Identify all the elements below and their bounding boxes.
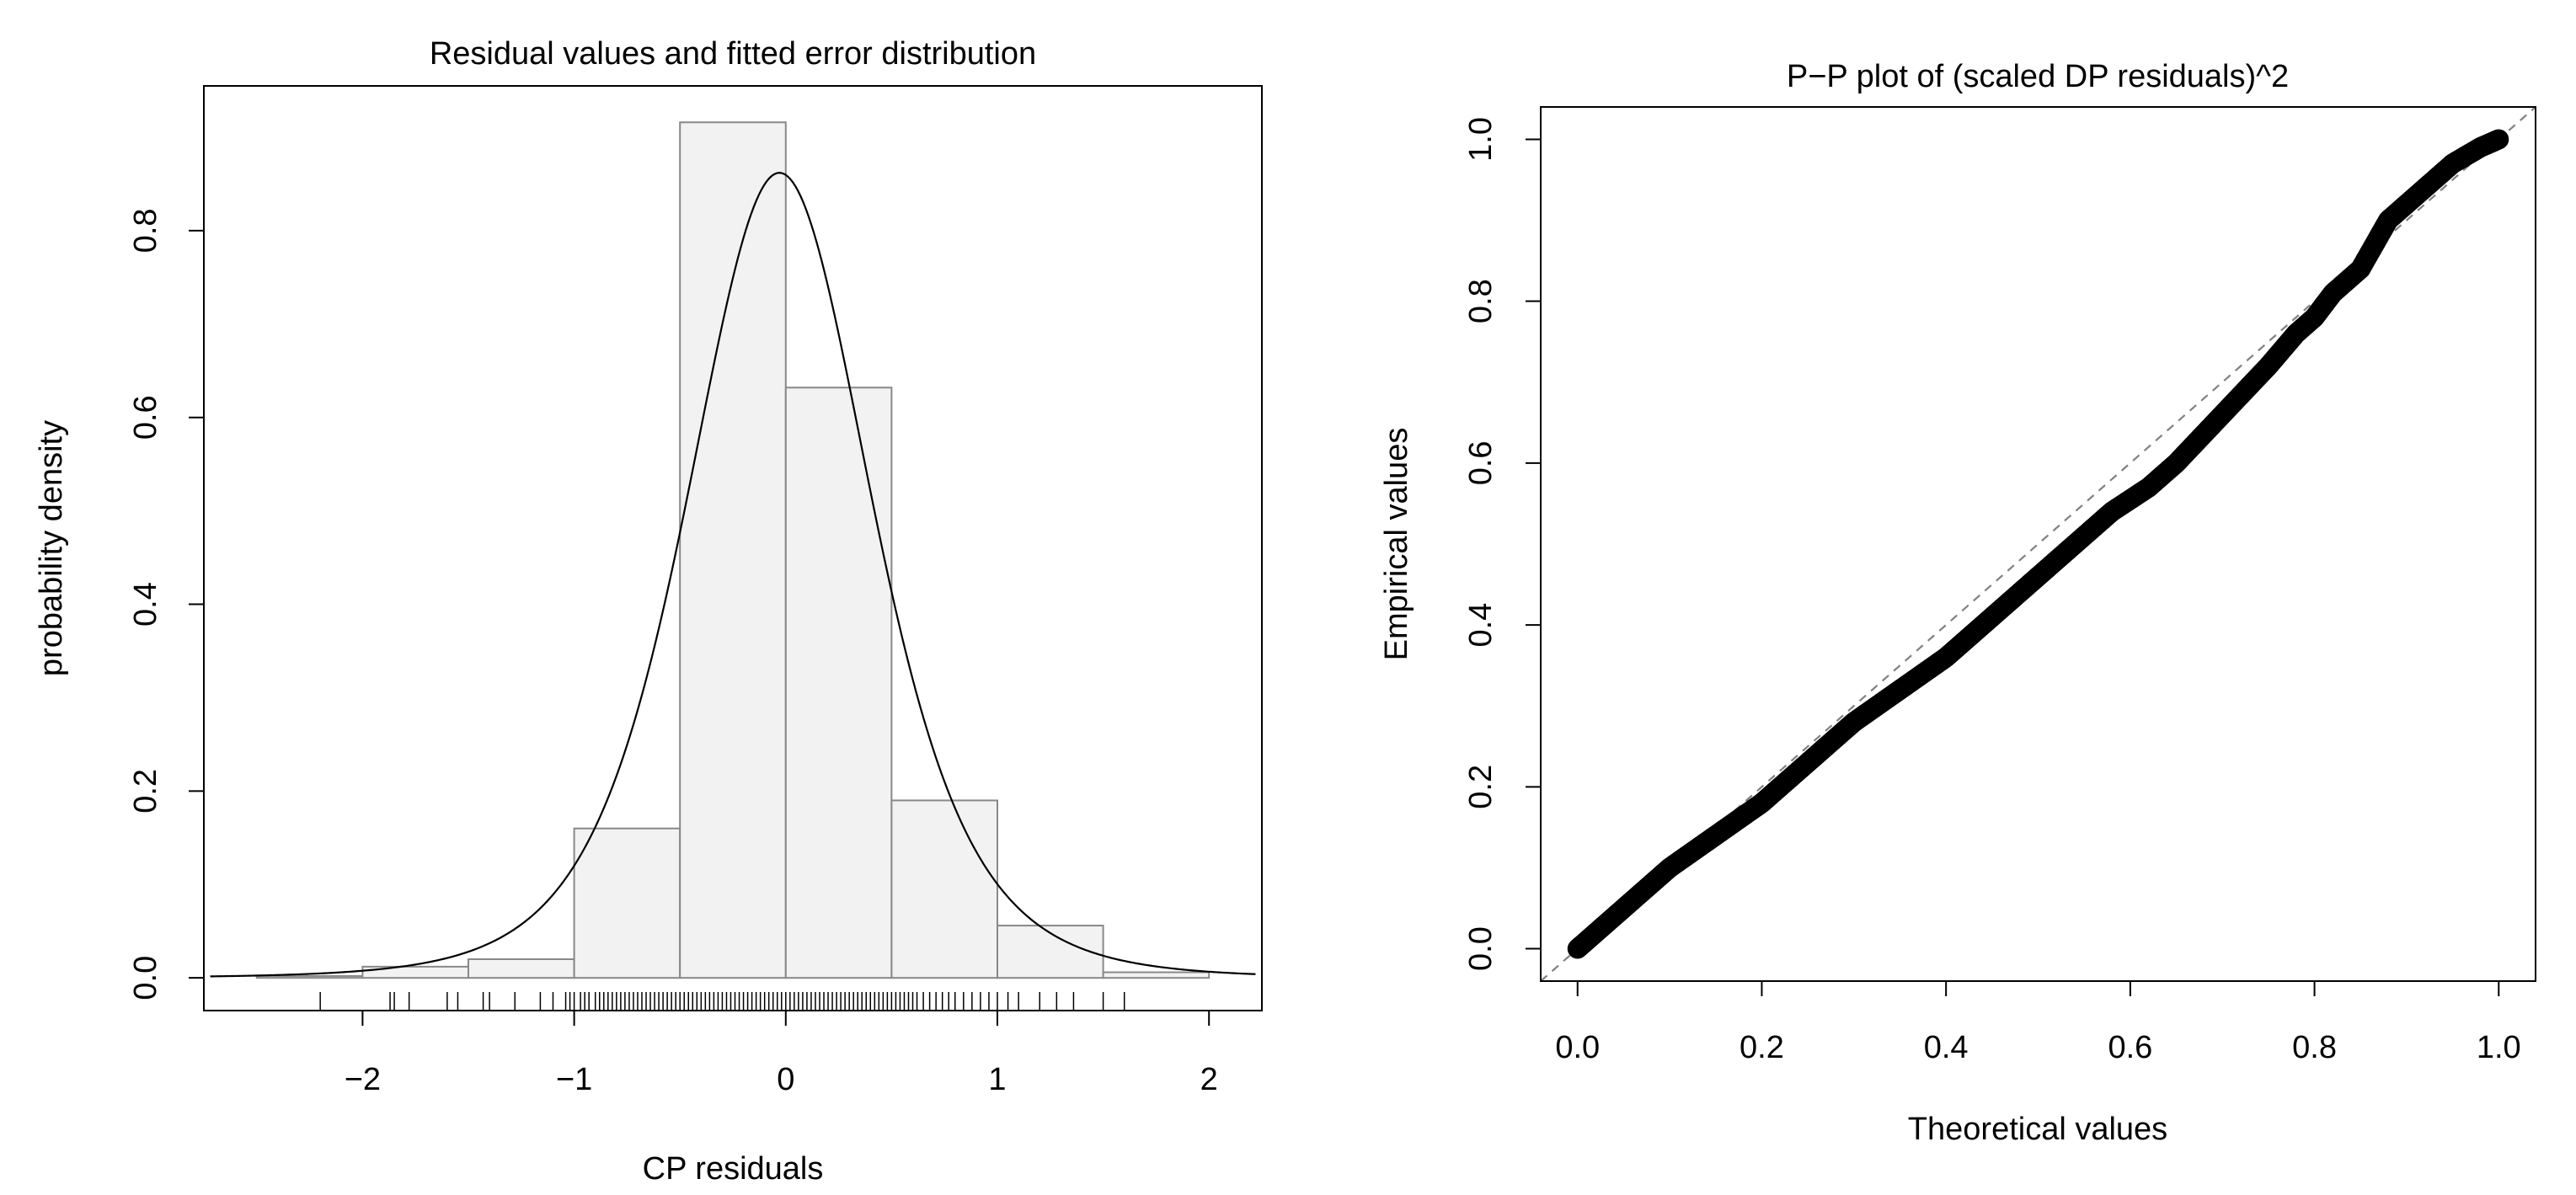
histogram-bar	[997, 925, 1104, 979]
histogram-y-axis-label: probability density	[34, 420, 69, 676]
histogram-y-axis: 0.0 0.2 0.4 0.6 0.8	[128, 208, 205, 1000]
histogram-bars	[255, 121, 1211, 979]
x-tick-label: 0	[777, 1062, 794, 1097]
y-tick-label: 1.0	[1463, 117, 1499, 162]
y-tick-label: 0.0	[128, 956, 163, 1000]
histogram-bar	[1102, 971, 1211, 979]
y-tick-label: 0.4	[1463, 603, 1499, 648]
y-tick-label: 0.8	[1463, 279, 1499, 323]
density-curve-line	[210, 172, 1256, 978]
pp-y-axis-label: Empirical values	[1379, 428, 1414, 661]
y-tick-label: 0.8	[128, 208, 163, 253]
pp-plot-title: P−P plot of (scaled DP residuals)^2	[1787, 59, 2289, 94]
histogram-x-axis: −2 −1 0 1 2	[345, 1010, 1218, 1097]
x-tick-label: 0.6	[2108, 1030, 2152, 1065]
pp-plot-panel: 0.0 0.2 0.4 0.6 0.8 1.0 0.0 0.2 0.4 0.6 0.8 1.0 P−…	[1379, 59, 2536, 1147]
x-tick-label: 1.0	[2477, 1030, 2521, 1065]
pp-x-axis: 0.0 0.2 0.4 0.6 0.8 1.0	[1555, 980, 2521, 1065]
x-tick-label: 0.4	[1924, 1030, 1969, 1065]
histogram-bar	[679, 121, 787, 979]
pp-points	[1567, 129, 2509, 959]
pp-point	[2488, 129, 2509, 150]
x-tick-label: −1	[556, 1062, 592, 1097]
histogram-bar	[468, 958, 575, 979]
histogram-bar	[255, 974, 364, 979]
histogram-bar	[573, 827, 681, 979]
x-tick-label: 0.2	[1740, 1030, 1784, 1065]
y-tick-label: 0.2	[1463, 765, 1499, 809]
y-tick-label: 0.4	[128, 582, 163, 627]
histogram-panel: −2 −1 0 1 2 0.0 0.2 0.4 0.6 0.8 Residual values …	[34, 36, 1263, 1187]
pp-x-axis-label: Theoretical values	[1908, 1112, 2167, 1147]
x-tick-label: 0.8	[2292, 1030, 2337, 1065]
x-tick-label: 0.0	[1555, 1030, 1600, 1065]
x-tick-label: −2	[345, 1062, 381, 1097]
histogram-x-axis-label: CP residuals	[643, 1151, 824, 1187]
y-tick-label: 0.6	[1463, 440, 1499, 485]
y-tick-label: 0.0	[1463, 926, 1499, 971]
x-tick-label: 2	[1200, 1062, 1218, 1097]
histogram-bar	[784, 387, 893, 979]
y-tick-label: 0.2	[128, 769, 163, 814]
histogram-bar	[361, 965, 469, 979]
histogram-title: Residual values and fitted error distrib…	[430, 36, 1036, 72]
fitted-density-curve	[210, 172, 1256, 978]
y-tick-label: 0.6	[128, 395, 163, 440]
pp-y-axis: 0.0 0.2 0.4 0.6 0.8 1.0	[1463, 117, 1542, 971]
rug-ticks	[319, 992, 1125, 1011]
x-tick-label: 1	[988, 1062, 1006, 1097]
histogram-bar	[890, 799, 999, 979]
